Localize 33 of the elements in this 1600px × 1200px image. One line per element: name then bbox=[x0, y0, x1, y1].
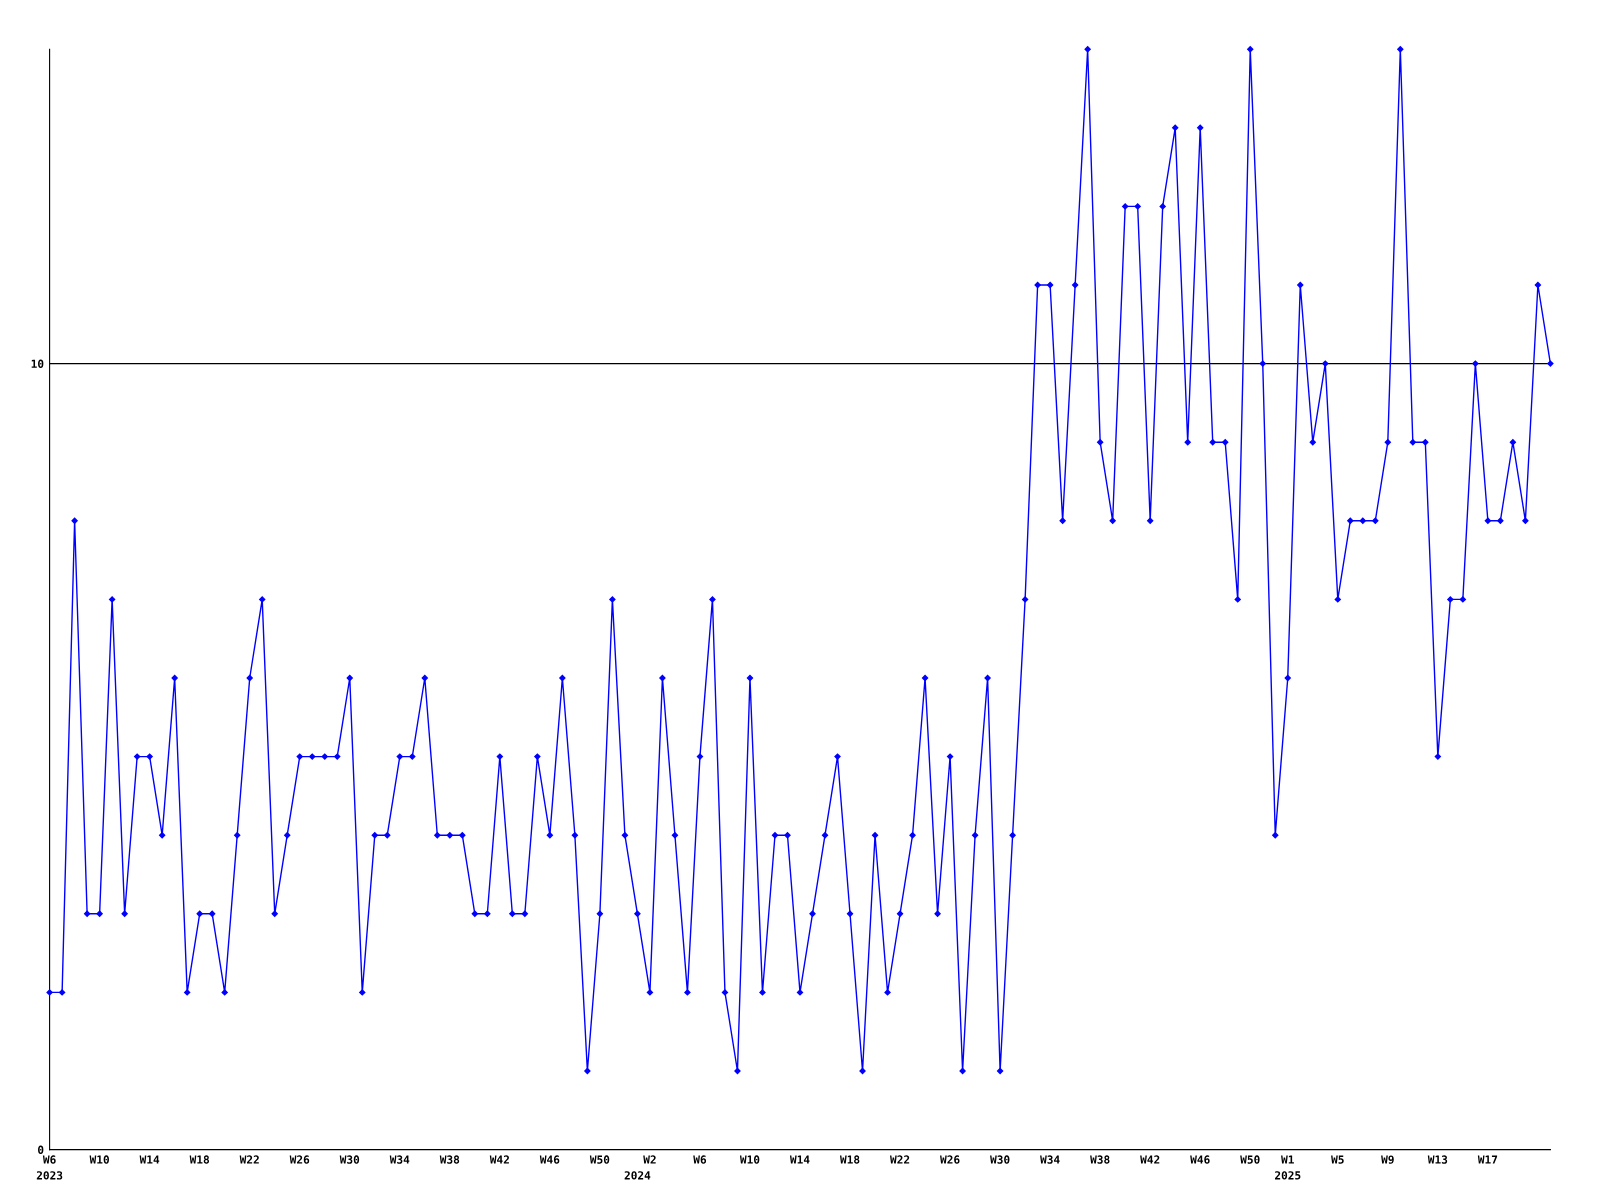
x-tick-label: W42 bbox=[489, 1155, 509, 1164]
y-tick-label: 0 bbox=[38, 1145, 44, 1154]
x-tick-label: W1 2025 bbox=[1275, 1155, 1301, 1180]
x-tick-label: W26 bbox=[289, 1155, 310, 1164]
x-tick-label: W30 bbox=[339, 1155, 360, 1164]
x-tick-label: W18 bbox=[839, 1155, 860, 1164]
x-tick-label: W34 bbox=[389, 1155, 410, 1164]
x-tick-label: W9 bbox=[1381, 1155, 1394, 1164]
x-tick-label: W50 bbox=[589, 1155, 610, 1164]
x-tick-label: W42 bbox=[1140, 1155, 1160, 1164]
x-tick-label: W6 bbox=[693, 1155, 707, 1164]
x-tick-label: W14 bbox=[139, 1155, 160, 1164]
x-tick-label: W46 bbox=[539, 1155, 560, 1164]
x-tick-label: W22 bbox=[890, 1155, 910, 1164]
x-tick-label: W5 bbox=[1331, 1155, 1344, 1164]
x-tick-label: W22 bbox=[239, 1155, 259, 1164]
x-tick-label: W46 bbox=[1190, 1155, 1210, 1164]
x-tick-label: W50 bbox=[1240, 1155, 1260, 1164]
x-tick-label: W2 bbox=[643, 1155, 656, 1164]
x-tick-label: W13 bbox=[1427, 1155, 1448, 1164]
x-tick-label: W10 bbox=[739, 1155, 760, 1164]
x-tick-label: W26 bbox=[940, 1155, 960, 1164]
x-tick-label: W6 2023 bbox=[36, 1155, 63, 1180]
y-tick-label: 10 bbox=[31, 359, 44, 368]
x-tick-label: W30 bbox=[990, 1155, 1010, 1164]
x-tick-label: W10 bbox=[89, 1155, 109, 1164]
x-tick-label: W38 bbox=[1090, 1155, 1110, 1164]
x-tick-label: W18 bbox=[189, 1155, 210, 1164]
x-tick-label: W38 bbox=[439, 1155, 460, 1164]
x-tick-label: W34 bbox=[1040, 1155, 1060, 1164]
x-tick-label: W14 bbox=[789, 1155, 810, 1164]
x-tick-label: 2024 bbox=[624, 1171, 651, 1180]
x-tick-label: W17 bbox=[1477, 1155, 1498, 1164]
